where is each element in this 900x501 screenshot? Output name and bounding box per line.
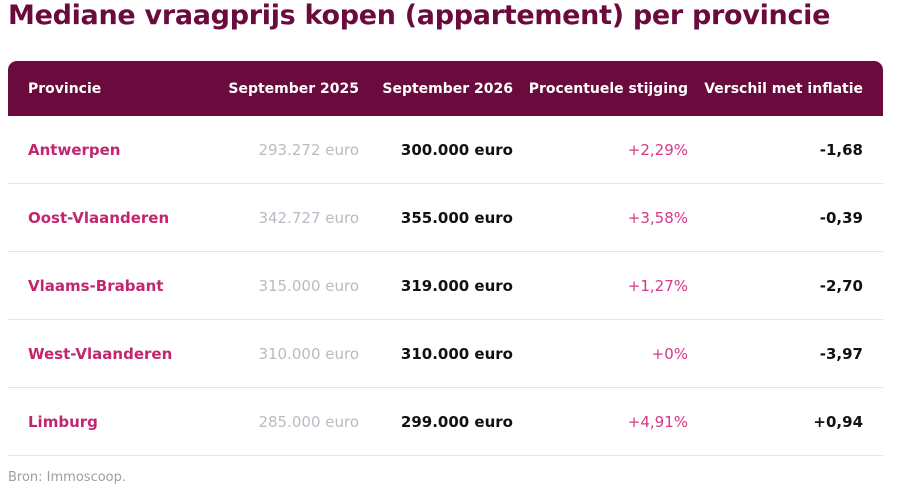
increase-cell: +2,29% — [627, 140, 688, 159]
inflation-diff-cell: -1,68 — [819, 140, 863, 159]
source-note: Bron: Immoscoop. — [8, 470, 127, 485]
province-cell: Oost-Vlaanderen — [28, 208, 170, 227]
header-september-2026: September 2026 — [382, 80, 513, 97]
price-2026-cell: 319.000 euro — [400, 276, 513, 295]
increase-cell: +4,91% — [627, 412, 688, 431]
increase-cell: +3,58% — [627, 208, 688, 227]
increase-cell: +1,27% — [627, 276, 688, 295]
price-table: Provincie September 2025 September 2026 … — [8, 61, 883, 456]
province-cell: Vlaams-Brabant — [28, 276, 164, 295]
inflation-diff-cell: -2,70 — [819, 276, 863, 295]
table-row: West-Vlaanderen 310.000 euro 310.000 eur… — [8, 320, 883, 388]
price-2026-cell: 300.000 euro — [400, 140, 513, 159]
price-2025-cell: 293.272 euro — [258, 140, 359, 159]
price-2025-cell: 315.000 euro — [258, 276, 359, 295]
province-cell: Antwerpen — [28, 140, 121, 159]
header-procentuele-stijging: Procentuele stijging — [528, 80, 688, 97]
price-2026-cell: 355.000 euro — [400, 208, 513, 227]
inflation-diff-cell: -0,39 — [819, 208, 863, 227]
table-row: Limburg 285.000 euro 299.000 euro +4,91%… — [8, 388, 883, 456]
price-2025-cell: 285.000 euro — [258, 412, 359, 431]
table-row: Vlaams-Brabant 315.000 euro 319.000 euro… — [8, 252, 883, 320]
header-provincie: Provincie — [28, 80, 102, 97]
page-title: Mediane vraagprijs kopen (appartement) p… — [8, 0, 831, 31]
price-2025-cell: 342.727 euro — [258, 208, 359, 227]
header-september-2025: September 2025 — [228, 80, 359, 97]
price-2026-cell: 310.000 euro — [400, 344, 513, 363]
header-verschil-met-inflatie: Verschil met inflatie — [704, 80, 863, 97]
price-2025-cell: 310.000 euro — [258, 344, 359, 363]
province-cell: West-Vlaanderen — [28, 344, 173, 363]
table-row: Antwerpen 293.272 euro 300.000 euro +2,2… — [8, 116, 883, 184]
table-header: Provincie September 2025 September 2026 … — [8, 61, 883, 116]
province-cell: Limburg — [28, 412, 98, 431]
table-row: Oost-Vlaanderen 342.727 euro 355.000 eur… — [8, 184, 883, 252]
inflation-diff-cell: -3,97 — [819, 344, 863, 363]
inflation-diff-cell: +0,94 — [813, 412, 863, 431]
price-2026-cell: 299.000 euro — [400, 412, 513, 431]
increase-cell: +0% — [651, 344, 688, 363]
